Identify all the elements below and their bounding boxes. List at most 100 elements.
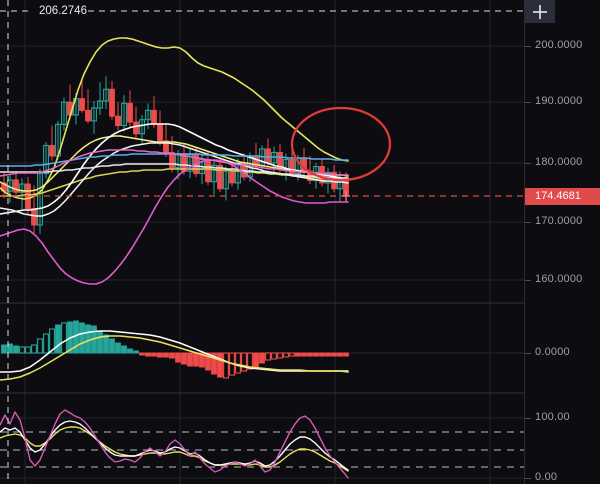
macd-bar-filled bbox=[109, 338, 115, 354]
axis-tick bbox=[525, 46, 531, 47]
candle-body-bearish bbox=[49, 144, 55, 157]
axis-tick bbox=[525, 102, 531, 103]
macd-bar-filled bbox=[259, 352, 265, 364]
macd-bar-filled bbox=[301, 352, 307, 357]
macd-bar-filled bbox=[163, 352, 169, 358]
macd-bar-filled bbox=[319, 352, 325, 357]
macd-bar-filled bbox=[85, 324, 91, 354]
macd-bar-filled bbox=[97, 330, 103, 354]
macd-bar-hollow bbox=[247, 352, 253, 370]
macd-dif-white bbox=[0, 330, 349, 373]
macd-bar-hollow bbox=[25, 346, 31, 354]
chart-plot-area[interactable] bbox=[0, 0, 524, 484]
macd-bar-hollow bbox=[277, 352, 283, 359]
price-axis-label: 180.0000 bbox=[535, 156, 583, 168]
macd-bar-filled bbox=[211, 352, 217, 375]
MA-white-long bbox=[0, 163, 349, 180]
candle-body-bullish bbox=[211, 164, 217, 183]
macd-bar-filled bbox=[121, 345, 127, 354]
candle-body-bullish bbox=[37, 172, 43, 226]
candle-body-bearish bbox=[109, 88, 115, 117]
candle-body-bullish bbox=[223, 170, 229, 190]
macd-bar-filled bbox=[205, 352, 211, 371]
axis-tick bbox=[525, 222, 531, 223]
macd-bar-filled bbox=[127, 348, 133, 354]
axis-tick bbox=[525, 418, 531, 419]
candle-body-bearish bbox=[79, 98, 85, 111]
macd-bar-hollow bbox=[19, 346, 25, 354]
price-axis-label: 200.0000 bbox=[535, 39, 583, 51]
macd-bar-filled bbox=[295, 352, 301, 357]
macd-bar-hollow bbox=[289, 352, 295, 357]
macd-bar-filled bbox=[175, 352, 181, 363]
candle-body-bearish bbox=[229, 170, 235, 184]
candle-body-bullish bbox=[91, 107, 97, 122]
kdj-d-white bbox=[0, 420, 349, 471]
candle-body-bearish bbox=[169, 151, 175, 169]
macd-bar-filled bbox=[325, 352, 331, 357]
macd-bar-hollow bbox=[223, 352, 229, 379]
crosshair-toggle-button[interactable] bbox=[525, 0, 555, 23]
macd-bar-hollow bbox=[241, 352, 247, 372]
last-price-badge[interactable]: 174.4681 bbox=[525, 188, 600, 205]
macd-bar-filled bbox=[133, 350, 139, 354]
macd-bar-filled bbox=[217, 352, 223, 378]
candle-body-bearish bbox=[157, 123, 163, 142]
macd-bar-filled bbox=[337, 352, 343, 357]
macd-bar-hollow bbox=[283, 352, 289, 358]
macd-bar-hollow bbox=[49, 328, 55, 354]
macd-bar-filled bbox=[313, 352, 319, 357]
oscillator-axis-label: 0.00 bbox=[535, 471, 558, 483]
candle-body-bearish bbox=[127, 102, 133, 123]
candle-body-bullish bbox=[187, 154, 193, 172]
macd-bar-filled bbox=[7, 343, 13, 354]
red-ellipse-annotation bbox=[290, 106, 392, 182]
oscillator-axis-label: 100.00 bbox=[535, 411, 570, 423]
macd-bar-filled bbox=[1, 344, 7, 354]
MA-white-slow bbox=[0, 142, 349, 217]
candle-body-bearish bbox=[217, 164, 223, 190]
candle-body-bearish bbox=[13, 179, 19, 193]
candle-body-bullish bbox=[97, 100, 103, 109]
price-axis[interactable]: 200.0000 190.0000 180.0000 170.0000 160.0000… bbox=[524, 0, 600, 484]
macd-bar-filled bbox=[145, 352, 151, 357]
MA-white-fast bbox=[0, 123, 349, 215]
axis-tick bbox=[525, 280, 531, 281]
candle-body-bearish bbox=[133, 121, 139, 135]
macd-bar-filled bbox=[13, 345, 19, 354]
macd-bar-hollow bbox=[37, 338, 43, 354]
axis-tick bbox=[525, 163, 531, 164]
macd-bar-filled bbox=[307, 352, 313, 357]
candle-body-bullish bbox=[145, 109, 151, 121]
macd-bar-filled bbox=[115, 342, 121, 354]
candle-body-bearish bbox=[289, 158, 295, 175]
axis-tick bbox=[525, 478, 531, 479]
candle-body-bullish bbox=[43, 144, 49, 175]
macd-bar-filled bbox=[151, 352, 157, 357]
macd-axis-label: 0.0000 bbox=[535, 346, 570, 358]
macd-bar-filled bbox=[55, 324, 61, 354]
price-axis-label: 190.0000 bbox=[535, 95, 583, 107]
macd-bar-filled bbox=[103, 334, 109, 354]
macd-bar-hollow bbox=[235, 352, 241, 374]
candle-body-bearish bbox=[265, 148, 271, 164]
macd-bar-filled bbox=[169, 352, 175, 359]
macd-bar-filled bbox=[343, 352, 349, 357]
macd-bar-filled bbox=[331, 352, 337, 357]
macd-bar-hollow bbox=[31, 344, 37, 354]
macd-bar-filled bbox=[139, 352, 145, 356]
macd-bar-filled bbox=[199, 352, 205, 368]
candle-body-bullish bbox=[61, 101, 67, 125]
kdj-k-magenta bbox=[0, 409, 349, 479]
candle-body-bearish bbox=[31, 208, 37, 226]
macd-bar-hollow bbox=[43, 333, 49, 354]
price-axis-label: 160.0000 bbox=[535, 273, 583, 285]
candle-body-bullish bbox=[121, 102, 127, 127]
MA-pink-mid bbox=[0, 149, 349, 177]
macd-bar-filled bbox=[157, 352, 163, 358]
candle-body-bullish bbox=[139, 119, 145, 135]
candle-body-bullish bbox=[19, 183, 25, 193]
macd-bar-hollow bbox=[265, 352, 271, 361]
candle-body-bearish bbox=[151, 109, 157, 125]
